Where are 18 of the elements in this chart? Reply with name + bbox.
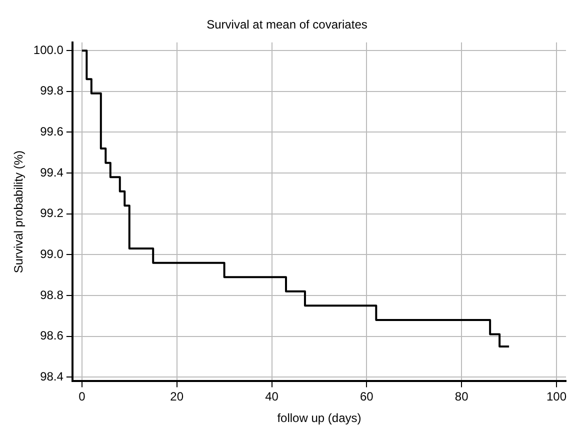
y-tick-label: 99.6	[40, 124, 64, 139]
x-tick-label: 20	[170, 390, 184, 404]
x-tick-label: 40	[265, 390, 279, 404]
chart-title: Survival at mean of covariates	[206, 18, 368, 32]
x-axis-title: follow up (days)	[277, 411, 362, 426]
x-tick-label: 60	[360, 390, 374, 404]
x-tick-label: 80	[454, 390, 469, 404]
y-tick-label: 100.0	[33, 42, 64, 57]
y-tick-label: 98.6	[40, 328, 64, 343]
y-tick-label: 99.0	[40, 246, 64, 261]
y-tick-label: 99.2	[40, 206, 64, 220]
y-tick-label: 98.4	[40, 369, 64, 384]
y-tick-label: 99.8	[40, 84, 64, 98]
y-tick-label: 98.8	[40, 288, 64, 302]
y-axis-title: Survival probability (%)	[12, 150, 26, 274]
y-tick-label: 99.4	[40, 165, 64, 180]
x-tick-label: 100	[546, 390, 567, 404]
x-tick-label: 0	[78, 390, 86, 404]
